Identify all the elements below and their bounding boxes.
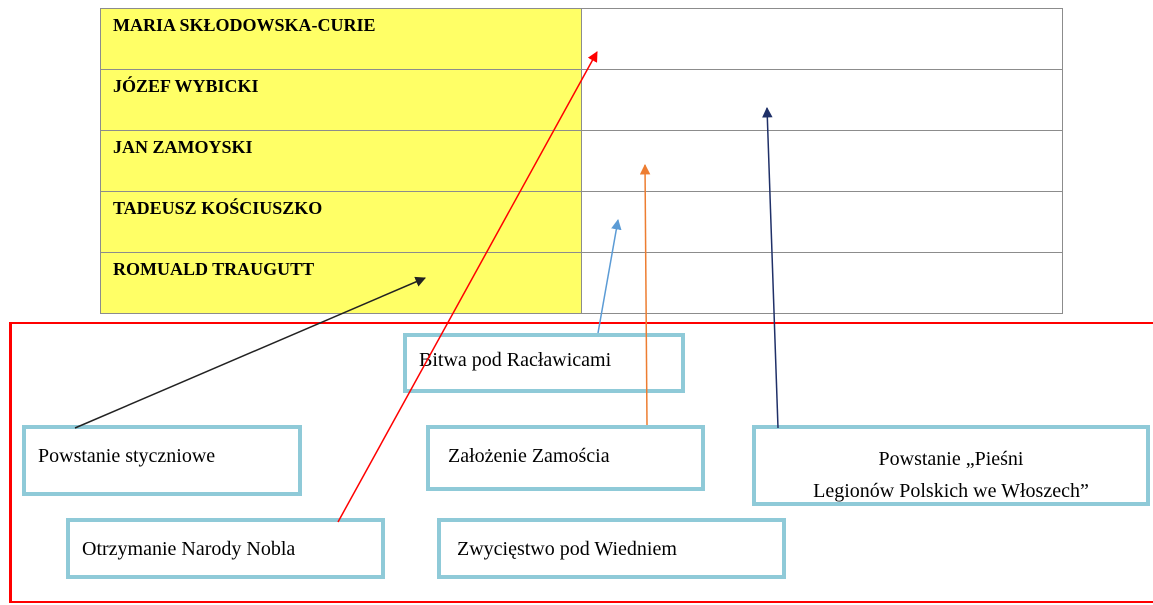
event-box: Bitwa pod Racławicami <box>403 333 685 393</box>
event-line: Legionów Polskich we Włoszech” <box>813 480 1089 502</box>
event-box: Powstanie styczniowe <box>22 425 302 496</box>
event-box: Powstanie „Pieśni Legionów Polskich we W… <box>752 425 1150 506</box>
name-cell: ROMUALD TRAUGUTT <box>100 252 582 314</box>
arrow <box>597 218 622 334</box>
arrow <box>762 106 779 429</box>
arrow <box>639 163 651 426</box>
arrow <box>74 276 426 429</box>
event-box: Zwycięstwo pod Wiedniem <box>437 518 786 579</box>
events-frame <box>9 322 1153 603</box>
event-box: Założenie Zamościa <box>426 425 705 491</box>
event-box: Otrzymanie Narody Nobla <box>66 518 385 579</box>
event-line: Powstanie „Pieśni <box>878 448 1024 470</box>
answer-cell <box>581 252 1063 314</box>
name-cell: JAN ZAMOYSKI <box>100 130 582 192</box>
name-cell: MARIA SKŁODOWSKA-CURIE <box>100 8 582 70</box>
arrow <box>337 51 598 523</box>
